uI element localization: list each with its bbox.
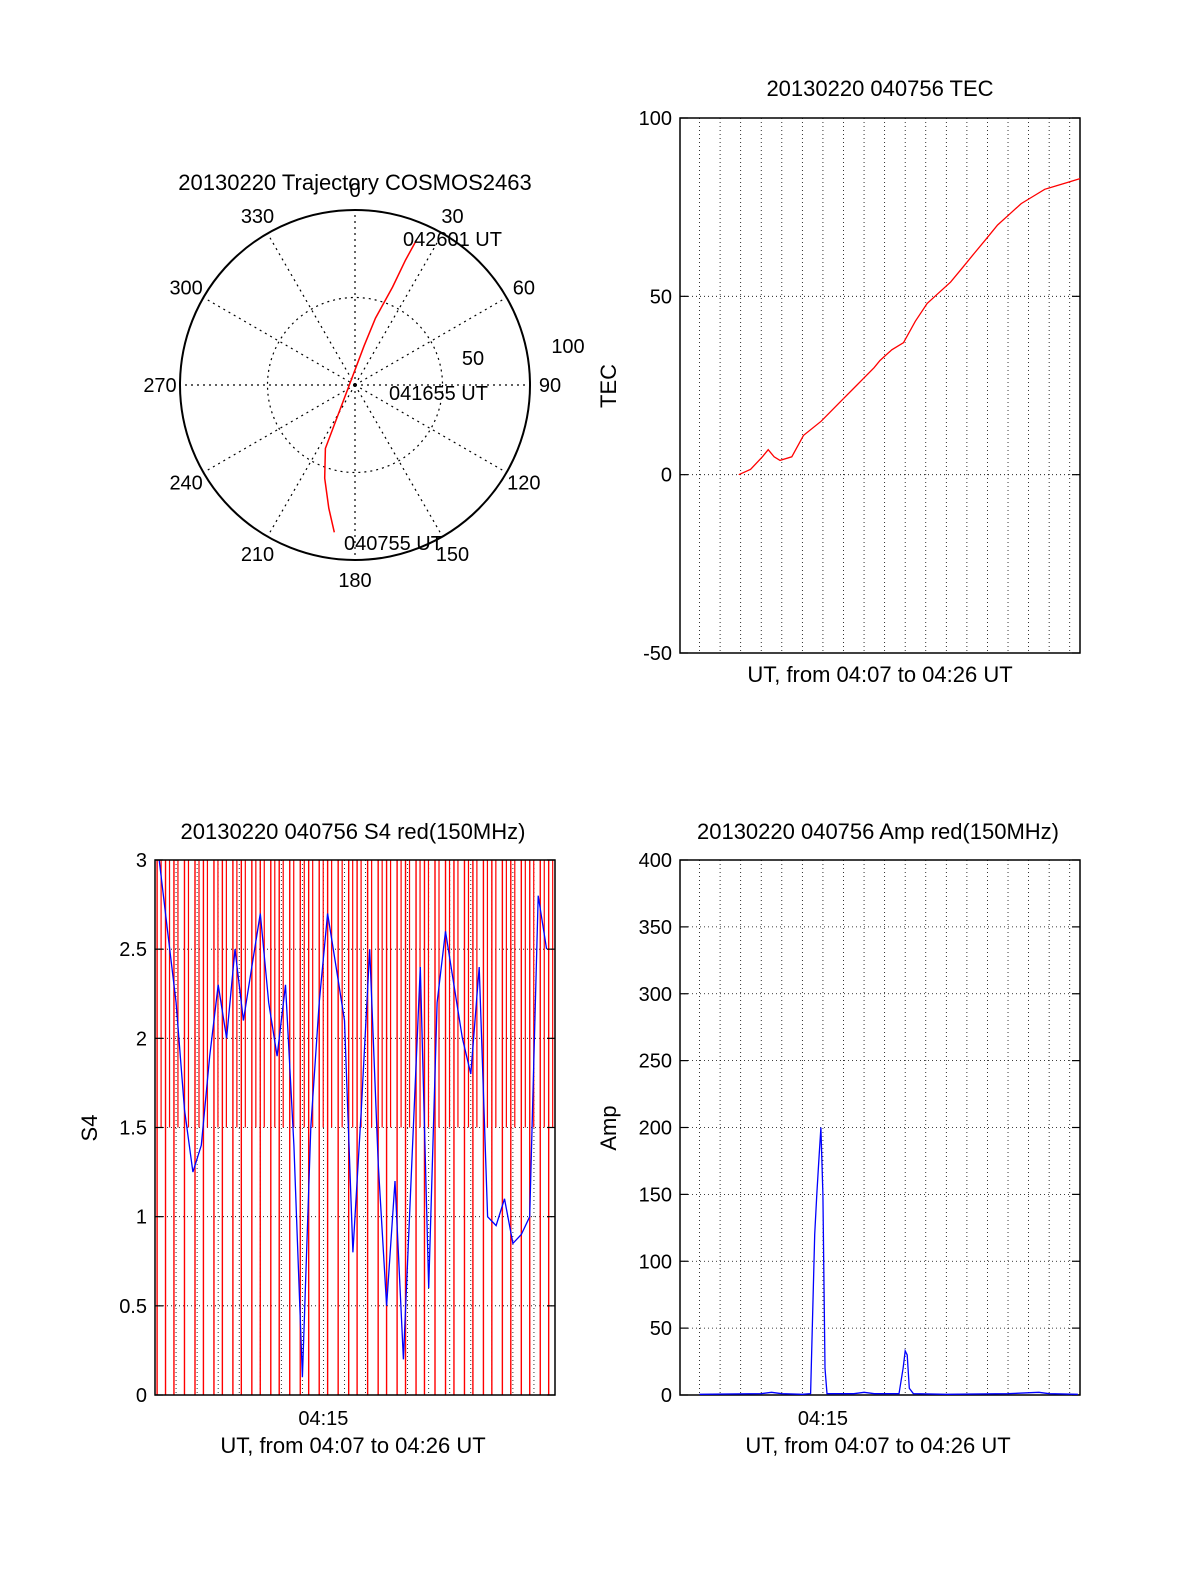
trajectory-angle-tick: 330 <box>241 206 274 228</box>
trajectory-inner-circle <box>266 296 444 474</box>
amp-y-tick-label: 300 <box>639 984 672 1006</box>
tec-xlabel: UT, from 04:07 to 04:26 UT <box>747 662 1012 687</box>
s4-y-tick-label: 2.5 <box>119 939 147 961</box>
s4-ylabel: S4 <box>77 1115 102 1142</box>
trajectory-line <box>323 239 418 533</box>
tec-title: 20130220 040756 TEC <box>766 76 993 101</box>
amp-title: 20130220 040756 Amp red(150MHz) <box>697 819 1059 844</box>
trajectory-angle-tick: 150 <box>436 544 469 566</box>
trajectory-angle-tick: 270 <box>143 375 176 397</box>
s4-y-tick-label: 2 <box>136 1028 147 1050</box>
tec-plot-frame <box>679 117 1081 654</box>
s4-blue-series <box>158 859 548 1378</box>
trajectory-angle-tick: 120 <box>507 473 540 495</box>
amp-panel: 20130220 040756 Amp red(150MHz) 0 50 100 15… <box>596 819 1081 1458</box>
amp-y-tick-label: 250 <box>639 1051 672 1073</box>
s4-x-ticks: 04:15 <box>298 1408 348 1430</box>
amp-y-tick-label: 200 <box>639 1118 672 1140</box>
trajectory-angle-ticks: 0 30 60 90 120 150 180 210 240 270 300 330 <box>143 180 561 592</box>
s4-y-tick-label: 3 <box>136 850 147 872</box>
trajectory-panel: 20130220 Trajectory COSMOS2463 0 30 60 90 12… <box>143 170 584 592</box>
s4-panel: 20130220 040756 S4 red(150MHz) 0 0.5 1 1.5 2… <box>77 819 556 1458</box>
s4-x-tick-label: 04:15 <box>298 1408 348 1430</box>
tec-panel: 20130220 040756 TEC -50 0 50 100 UT, from 0… <box>596 76 1081 687</box>
s4-grid <box>154 860 556 1395</box>
s4-title: 20130220 040756 S4 red(150MHz) <box>181 819 526 844</box>
amp-y-tick-label: 350 <box>639 917 672 939</box>
amp-grid <box>680 860 1080 1395</box>
trajectory-spoke <box>354 233 444 386</box>
tec-y-tick-label: 50 <box>650 286 672 308</box>
trajectory-label-mid: 041655 UT <box>389 383 488 405</box>
trajectory-angle-tick: 240 <box>169 473 202 495</box>
tec-y-tick-label: 0 <box>661 465 672 487</box>
trajectory-spokes <box>180 210 530 560</box>
tec-series-line <box>738 177 1081 476</box>
amp-y-tick-label: 400 <box>639 850 672 872</box>
amp-y-tick-label: 50 <box>650 1318 672 1340</box>
amp-y-ticks: 0 50 100 150 200 250 300 350 400 <box>639 850 1080 1407</box>
trajectory-spoke <box>266 233 356 386</box>
amp-series-line <box>699 1127 1078 1395</box>
trajectory-angle-tick: 90 <box>539 375 561 397</box>
trajectory-angle-tick: 30 <box>441 206 463 228</box>
s4-red-series <box>156 860 554 1395</box>
amp-ylabel: Amp <box>596 1105 621 1150</box>
tec-y-tick-label: -50 <box>643 643 672 665</box>
amp-y-tick-label: 100 <box>639 1251 672 1273</box>
s4-y-ticks: 0 0.5 1 1.5 2 2.5 3 <box>119 850 555 1407</box>
amp-xlabel: UT, from 04:07 to 04:26 UT <box>745 1433 1010 1458</box>
amp-x-ticks: 04:15 <box>798 1408 848 1430</box>
tec-ylabel: TEC <box>596 364 621 408</box>
trajectory-spoke <box>266 384 356 537</box>
s4-y-tick-label: 1 <box>136 1207 147 1229</box>
trajectory-label-end: 042601 UT <box>403 229 502 251</box>
amp-y-tick-label: 150 <box>639 1184 672 1206</box>
trajectory-spoke <box>203 296 356 386</box>
trajectory-angle-tick: 60 <box>513 278 535 300</box>
tec-y-ticks: -50 0 50 100 <box>639 108 1080 665</box>
tec-grid <box>680 118 1080 653</box>
radial-tick-50: 50 <box>462 348 484 370</box>
s4-y-tick-label: 0.5 <box>119 1296 147 1318</box>
trajectory-angle-tick: 210 <box>241 544 274 566</box>
trajectory-label-start: 040755 UT <box>344 533 443 555</box>
trajectory-spoke <box>203 384 356 474</box>
amp-y-tick-label: 0 <box>661 1385 672 1407</box>
trajectory-spoke <box>354 296 507 386</box>
s4-xlabel: UT, from 04:07 to 04:26 UT <box>220 1433 485 1458</box>
s4-y-tick-label: 1.5 <box>119 1118 147 1140</box>
trajectory-title: 20130220 Trajectory COSMOS2463 <box>178 170 531 195</box>
radial-tick-100: 100 <box>551 336 584 358</box>
trajectory-angle-tick: 300 <box>169 278 202 300</box>
amp-x-tick-label: 04:15 <box>798 1408 848 1430</box>
s4-y-tick-label: 0 <box>136 1385 147 1407</box>
trajectory-spoke <box>354 384 444 537</box>
trajectory-angle-tick: 180 <box>338 570 371 592</box>
tec-y-tick-label: 100 <box>639 108 672 130</box>
trajectory-spoke <box>354 384 507 474</box>
trajectory-angle-tick: 0 <box>349 180 360 202</box>
